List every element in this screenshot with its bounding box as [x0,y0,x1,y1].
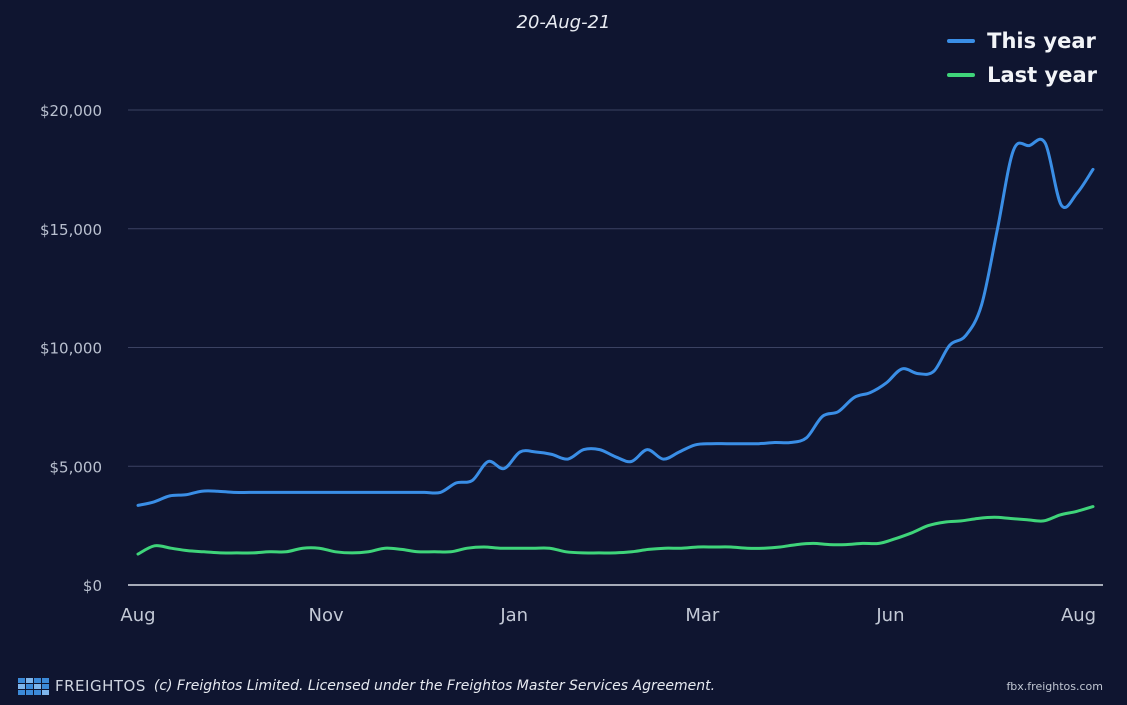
legend-swatch-this-year [947,39,976,43]
y-tick-label: $20,000 [40,102,102,120]
x-tick-label: Aug [120,605,155,626]
y-tick-label: $15,000 [40,221,102,239]
x-tick-label: Jun [875,605,904,626]
footer: FREIGHTOS (c) Freightos Limited. License… [18,677,715,695]
legend-label-last-year: Last year [987,63,1097,87]
y-tick-label: $0 [83,577,102,595]
legend: This year Last year [947,24,1097,92]
legend-item-this-year[interactable]: This year [947,24,1097,58]
x-tick-label: Jan [499,605,528,626]
y-tick-label: $10,000 [40,340,102,358]
x-tick-label: Mar [685,605,720,626]
source-link[interactable]: fbx.freightos.com [1006,680,1103,693]
freightos-logo-icon [18,677,49,695]
y-tick-label: $5,000 [50,458,103,476]
x-tick-label: Nov [309,605,344,626]
series-line-last-year [136,505,1095,556]
brand-name: FREIGHTOS [55,677,146,695]
x-tick-label: Aug [1061,605,1096,626]
chart-title: 20-Aug-21 [516,12,611,33]
series-line-this-year [136,137,1095,507]
legend-swatch-last-year [947,73,976,77]
legend-label-this-year: This year [987,29,1096,53]
copyright-text: (c) Freightos Limited. Licensed under th… [153,678,716,694]
legend-item-last-year[interactable]: Last year [947,58,1097,92]
